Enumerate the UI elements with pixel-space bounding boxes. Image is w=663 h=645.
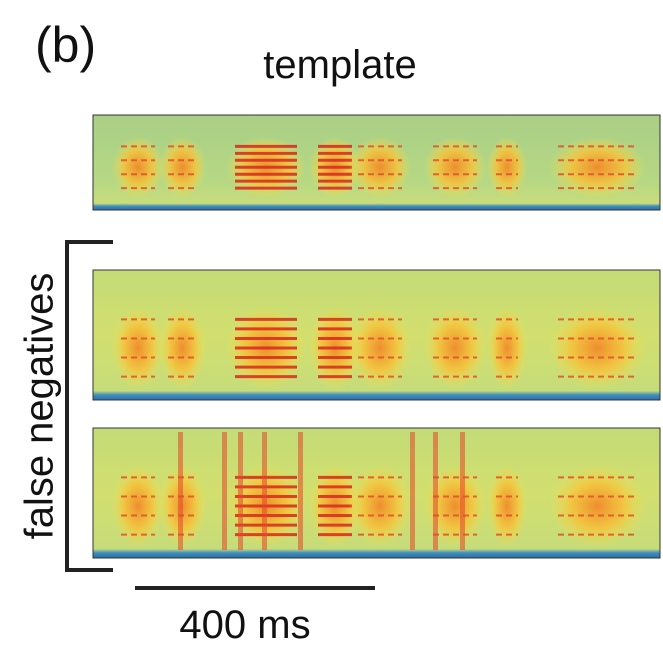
syllable bbox=[487, 136, 527, 198]
noise-streak bbox=[460, 432, 465, 550]
syllable bbox=[349, 306, 411, 390]
noise-streak bbox=[410, 432, 415, 550]
syllable bbox=[424, 306, 486, 390]
syllable bbox=[424, 464, 486, 548]
noise-streak bbox=[178, 432, 183, 550]
syllable bbox=[349, 136, 411, 198]
syllable bbox=[549, 464, 646, 548]
bracket-label: false negatives bbox=[18, 273, 62, 540]
syllable bbox=[487, 306, 527, 390]
scale-bar-label: 400 ms bbox=[179, 603, 310, 645]
noise-streak bbox=[298, 432, 303, 550]
title: template bbox=[263, 43, 416, 87]
syllable bbox=[424, 136, 486, 198]
syllable bbox=[112, 136, 164, 198]
panel-label: (b) bbox=[35, 17, 96, 73]
syllable bbox=[349, 464, 411, 548]
noise-streak bbox=[262, 432, 267, 550]
noise-streak bbox=[238, 432, 243, 550]
syllable bbox=[112, 306, 164, 390]
noise-streak bbox=[222, 432, 227, 550]
noise-streak bbox=[433, 432, 438, 550]
syllable bbox=[549, 136, 646, 198]
bracket bbox=[65, 240, 113, 572]
syllable bbox=[159, 306, 206, 390]
syllable bbox=[549, 306, 646, 390]
syllable bbox=[487, 464, 527, 548]
syllable bbox=[159, 136, 206, 198]
spectrograms bbox=[92, 114, 661, 559]
syllable bbox=[112, 464, 164, 548]
